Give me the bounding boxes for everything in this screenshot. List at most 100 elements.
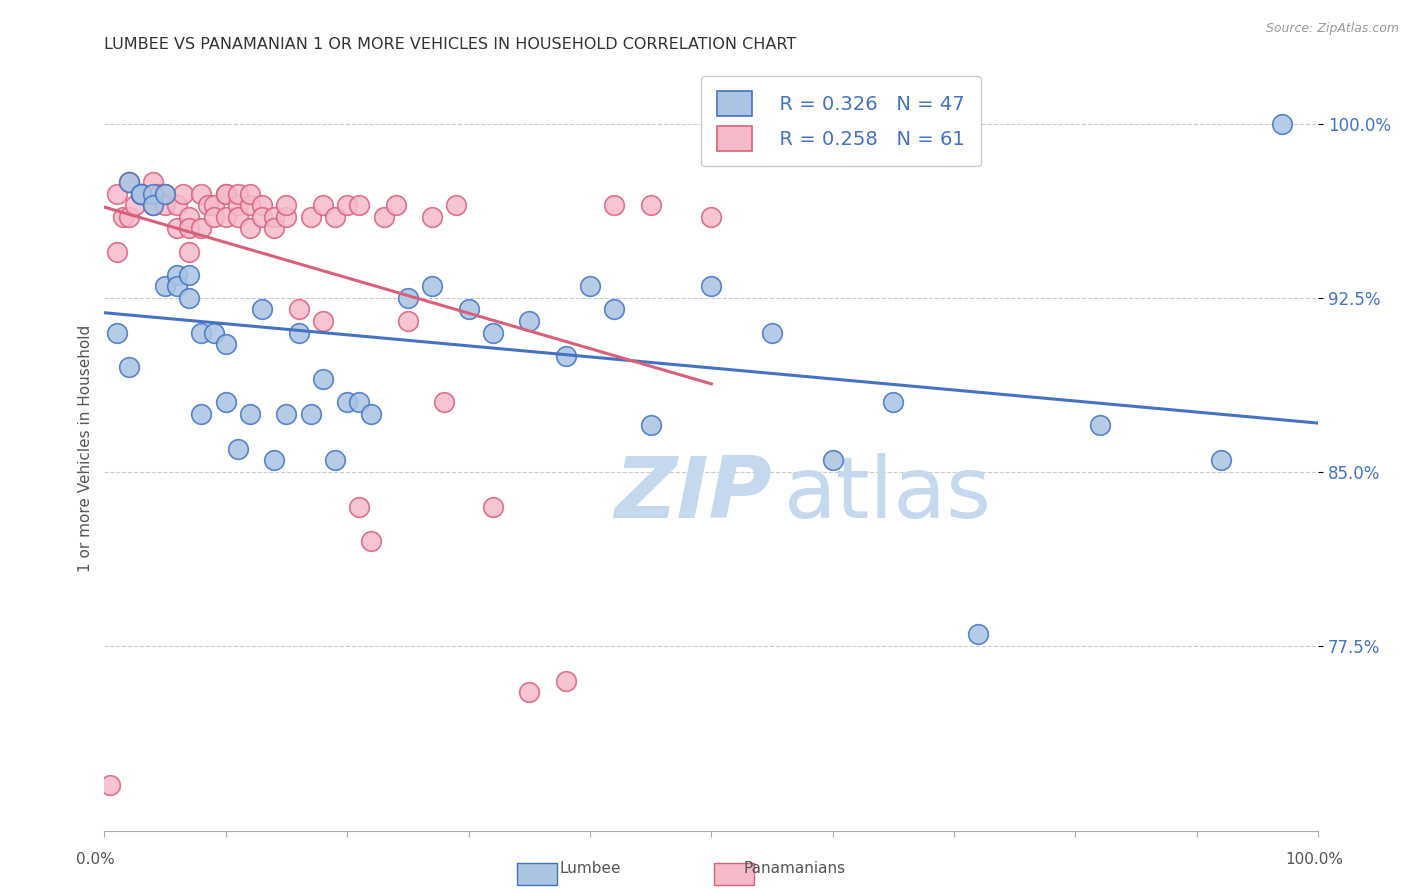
Text: Lumbee: Lumbee [560, 861, 621, 876]
Point [215, 186, 238, 201]
Point [323, 453, 346, 467]
Point [215, 210, 238, 224]
Point [1088, 418, 1111, 433]
Point [129, 186, 152, 201]
Point [263, 221, 285, 235]
Point [250, 198, 273, 212]
Point [153, 198, 176, 212]
Point [129, 186, 152, 201]
Point [153, 279, 176, 293]
Point [482, 326, 505, 340]
Point [179, 244, 201, 259]
Point [179, 268, 201, 282]
Point [360, 534, 382, 549]
Point [190, 221, 212, 235]
Point [276, 198, 298, 212]
Point [215, 186, 238, 201]
Point [166, 268, 188, 282]
Point [118, 175, 141, 189]
Point [299, 407, 322, 421]
Point [166, 279, 188, 293]
Point [105, 186, 128, 201]
Point [323, 210, 346, 224]
Text: 100.0%: 100.0% [1285, 852, 1344, 867]
Point [603, 198, 626, 212]
Point [142, 198, 165, 212]
Point [166, 198, 188, 212]
Point [396, 314, 419, 328]
Point [148, 186, 170, 201]
Point [142, 198, 165, 212]
Point [239, 221, 262, 235]
Point [1271, 117, 1294, 131]
Point [276, 407, 298, 421]
Text: atlas: atlas [785, 453, 993, 536]
Point [821, 453, 844, 467]
Point [482, 500, 505, 514]
Point [179, 291, 201, 305]
Point [179, 221, 201, 235]
Point [299, 210, 322, 224]
Text: 0.0%: 0.0% [76, 852, 115, 867]
Point [1211, 453, 1233, 467]
Point [446, 198, 468, 212]
Point [349, 500, 371, 514]
Point [263, 210, 285, 224]
Point [336, 198, 359, 212]
Point [202, 198, 225, 212]
Point [433, 395, 456, 409]
Text: Panamanians: Panamanians [744, 861, 845, 876]
Point [396, 291, 419, 305]
Point [226, 186, 249, 201]
Point [967, 627, 990, 641]
Point [349, 198, 371, 212]
Point [373, 210, 395, 224]
Point [250, 210, 273, 224]
Point [336, 395, 359, 409]
Point [882, 395, 904, 409]
Point [640, 418, 662, 433]
Point [118, 210, 141, 224]
Point [124, 198, 146, 212]
Point [142, 186, 165, 201]
Point [700, 279, 723, 293]
Point [384, 198, 406, 212]
Point [554, 673, 576, 688]
Point [603, 302, 626, 317]
Point [420, 279, 443, 293]
Point [172, 186, 194, 201]
Point [700, 210, 723, 224]
Point [761, 326, 783, 340]
Point [202, 326, 225, 340]
Point [166, 221, 188, 235]
Point [517, 685, 540, 699]
Point [579, 279, 602, 293]
Text: Source: ZipAtlas.com: Source: ZipAtlas.com [1265, 22, 1399, 36]
Point [349, 395, 371, 409]
Point [640, 198, 662, 212]
Point [215, 395, 238, 409]
Point [287, 302, 309, 317]
Point [239, 198, 262, 212]
Point [276, 210, 298, 224]
Point [105, 326, 128, 340]
Point [420, 210, 443, 224]
Point [118, 175, 141, 189]
Point [190, 326, 212, 340]
Point [118, 360, 141, 375]
Point [360, 407, 382, 421]
Point [153, 186, 176, 201]
Point [312, 198, 335, 212]
Point [190, 186, 212, 201]
Point [239, 407, 262, 421]
Point [287, 326, 309, 340]
Point [129, 186, 152, 201]
Point [554, 349, 576, 363]
Y-axis label: 1 or more Vehicles in Household: 1 or more Vehicles in Household [79, 325, 93, 573]
Point [250, 302, 273, 317]
Point [105, 244, 128, 259]
Point [239, 186, 262, 201]
Point [215, 337, 238, 351]
Point [312, 314, 335, 328]
Point [263, 453, 285, 467]
